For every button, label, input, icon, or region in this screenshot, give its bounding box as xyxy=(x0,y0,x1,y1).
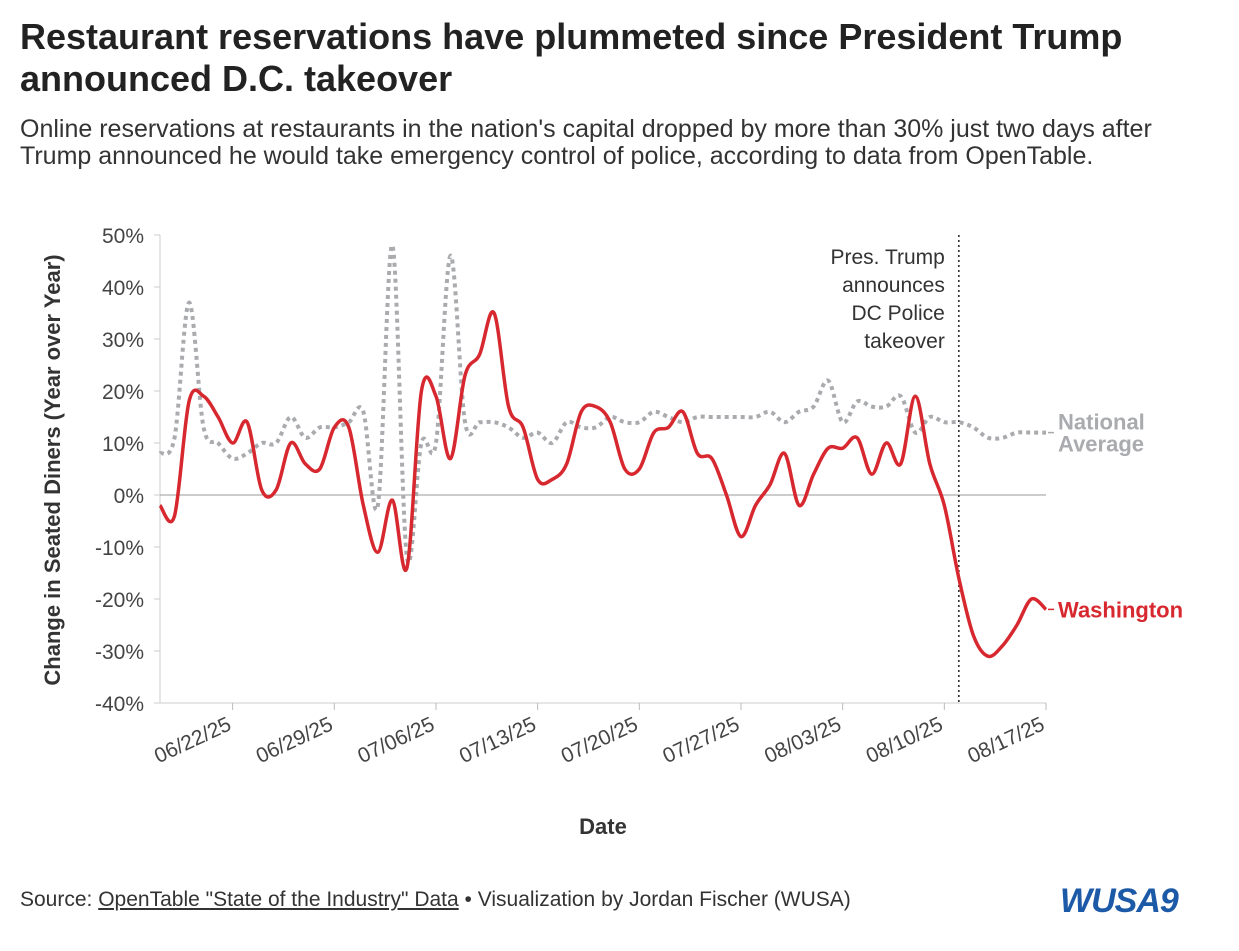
annotation-text: DC Police xyxy=(851,302,944,325)
x-tick-label: 06/22/25 xyxy=(151,713,235,768)
series-label: Washington xyxy=(1058,597,1183,622)
series-label-line: Average xyxy=(1058,432,1144,457)
source-prefix: Source: xyxy=(20,888,93,911)
x-tick-label: 07/20/25 xyxy=(558,713,642,768)
x-tick-label: 06/29/25 xyxy=(253,713,337,768)
y-tick-label: 0% xyxy=(114,485,144,508)
chart-subtitle: Online reservations at restaurants in th… xyxy=(20,115,1152,170)
x-tick-label: 07/27/25 xyxy=(659,713,743,768)
x-tick-label: 07/06/25 xyxy=(354,713,438,768)
source-suffix: • Visualization by Jordan Fischer (WUSA) xyxy=(464,888,851,911)
y-tick-label: -10% xyxy=(95,537,144,560)
y-tick-label: 30% xyxy=(102,329,144,352)
x-axis-title: Date xyxy=(579,814,627,839)
y-tick-label: -20% xyxy=(95,589,144,612)
x-tick-label: 08/03/25 xyxy=(761,713,845,768)
x-tick-label: 08/10/25 xyxy=(863,713,947,768)
y-tick-label: 40% xyxy=(102,277,144,300)
y-tick-label: 50% xyxy=(102,225,144,248)
series-label-line: National xyxy=(1058,410,1145,435)
y-axis-title: Change in Seated Diners (Year over Year) xyxy=(40,254,65,685)
logo: WUSA9 xyxy=(1060,882,1179,920)
source-link[interactable]: OpenTable "State of the Industry" Data xyxy=(98,888,459,911)
x-tick-label: 07/13/25 xyxy=(456,713,540,768)
series-label: National Average xyxy=(1058,410,1145,457)
source-note: Source: OpenTable "State of the Industry… xyxy=(20,888,851,912)
series-line xyxy=(158,243,1046,565)
y-tick-label: -30% xyxy=(95,641,144,664)
chart-title: Restaurant reservations have plummeted s… xyxy=(20,16,1123,99)
y-tick-label: 10% xyxy=(102,433,144,456)
x-tick-label: 08/17/25 xyxy=(964,713,1048,768)
annotation-text: takeover xyxy=(864,330,945,353)
y-tick-label: -40% xyxy=(95,693,144,716)
series-line xyxy=(158,310,1048,659)
y-tick-label: 20% xyxy=(102,381,144,404)
annotation-text: Pres. Trump xyxy=(830,246,944,269)
annotation-text: announces xyxy=(842,274,945,297)
